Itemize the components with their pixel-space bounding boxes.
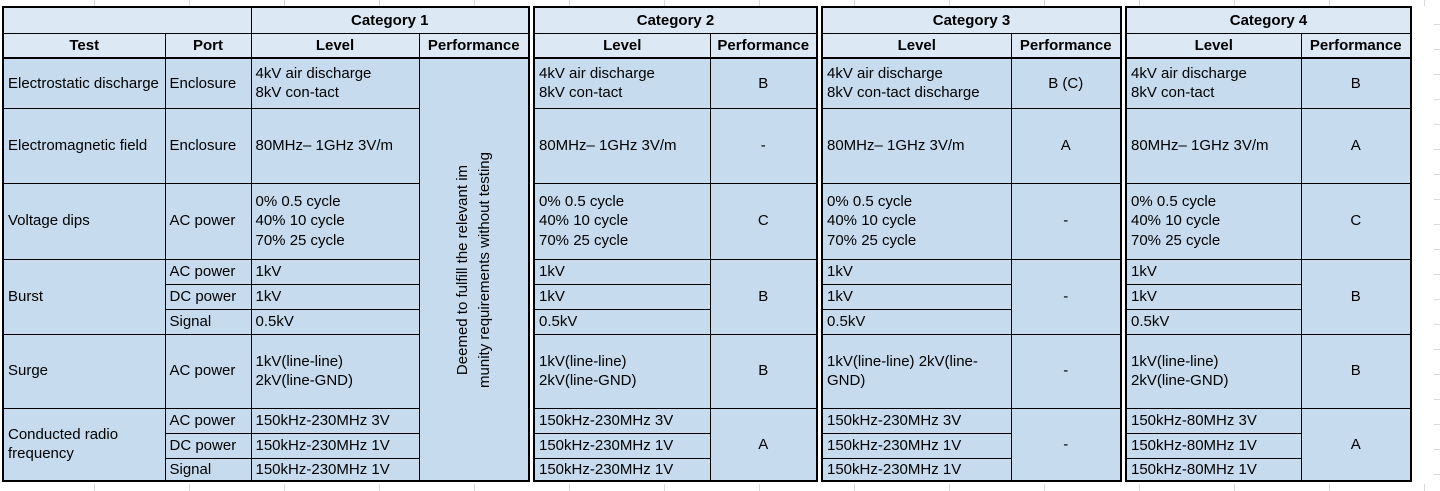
table-block-test-port-category1: Category 1 Test Port Level Performance E… — [2, 6, 530, 482]
category-2-header: Category 2 — [533, 6, 818, 34]
cell-burst-perf-cat2: B — [709, 258, 818, 335]
cell-crf-ac-level-cat3: 150kHz-230MHz 3V — [821, 407, 1012, 434]
cell-burst-dc-level-cat4: 1kV — [1125, 283, 1302, 310]
cell-surge-level-cat2: 1kV(line-line) 2kV(line-GND) — [533, 333, 711, 409]
category-4-header: Category 4 — [1125, 6, 1412, 34]
cell-esd-perf-cat4: B — [1300, 57, 1412, 109]
cell-burst-dc-level-cat2: 1kV — [533, 283, 711, 310]
cell-crf-ac-level-cat2: 150kHz-230MHz 3V — [533, 407, 711, 434]
cell-emf-level-cat1: 80MHz– 1GHz 3V/m — [250, 107, 420, 184]
spreadsheet-gridlines-right — [1434, 0, 1440, 491]
cell-esd-perf-cat2: B — [709, 57, 818, 109]
cell-emf-level-cat3: 80MHz– 1GHz 3V/m — [821, 107, 1012, 184]
table-block-category4: Category 4 Level Performance 4kV air dis… — [1125, 6, 1412, 482]
cell-esd-test: Electrostatic discharge — [2, 57, 166, 109]
cell-burst-ac-level-cat4: 1kV — [1125, 258, 1302, 285]
emc-immunity-table: Category 1 Test Port Level Performance E… — [2, 6, 1412, 482]
cell-dips-perf-cat4: C — [1300, 182, 1412, 260]
cell-crf-port-ac: AC power — [164, 407, 252, 434]
cell-crf-port-dc: DC power — [164, 432, 252, 459]
cell-burst-ac-level-cat2: 1kV — [533, 258, 711, 285]
cell-dips-level-cat2: 0% 0.5 cycle 40% 10 cycle 70% 25 cycle — [533, 182, 711, 260]
cell-burst-signal-level-cat2: 0.5kV — [533, 308, 711, 335]
cat1-level-header: Level — [250, 32, 420, 59]
cell-dips-perf-cat3: - — [1010, 182, 1122, 260]
cell-crf-dc-level-cat2: 150kHz-230MHz 1V — [533, 432, 711, 459]
cell-esd-level-cat1: 4kV air discharge 8kV con-tact — [250, 57, 420, 109]
spreadsheet-gridlines-bottom — [0, 484, 1440, 491]
cell-surge-port: AC power — [164, 333, 252, 409]
cell-emf-perf-cat3: A — [1010, 107, 1122, 184]
cell-esd-level-cat2: 4kV air discharge 8kV con-tact — [533, 57, 711, 109]
cell-dips-level-cat3: 0% 0.5 cycle 40% 10 cycle 70% 25 cycle — [821, 182, 1012, 260]
cell-dips-port: AC power — [164, 182, 252, 260]
cell-esd-level-cat3: 4kV air discharge 8kV con-tact discharge — [821, 57, 1012, 109]
cell-crf-test: Conducted radio frequency — [2, 407, 166, 482]
cell-burst-port-signal: Signal — [164, 308, 252, 335]
cat1-performance-note-cell: Deemed to fulfill the relevant im munity… — [418, 57, 530, 482]
cell-esd-port: Enclosure — [164, 57, 252, 109]
cell-burst-signal-level-cat3: 0.5kV — [821, 308, 1012, 335]
test-column-header: Test — [2, 32, 166, 59]
cell-emf-level-cat2: 80MHz– 1GHz 3V/m — [533, 107, 711, 184]
cell-esd-level-cat4: 4kV air discharge 8kV con-tact — [1125, 57, 1302, 109]
cell-surge-level-cat3: 1kV(line-line) 2kV(line-GND) — [821, 333, 1012, 409]
cell-crf-dc-level-cat4: 150kHz-80MHz 1V — [1125, 432, 1302, 459]
table-block-category2: Category 2 Level Performance 4kV air dis… — [533, 6, 818, 482]
cat1-performance-header: Performance — [418, 32, 530, 59]
corner-cell — [2, 6, 252, 34]
cell-surge-perf-cat2: B — [709, 333, 818, 409]
cell-crf-signal-level-cat4: 150kHz-80MHz 1V — [1125, 457, 1302, 482]
cell-esd-perf-cat3: B (C) — [1010, 57, 1122, 109]
cell-burst-port-dc: DC power — [164, 283, 252, 310]
cat4-level-header: Level — [1125, 32, 1302, 59]
cell-burst-ac-level-cat1: 1kV — [250, 258, 420, 285]
cell-burst-test: Burst — [2, 258, 166, 335]
cell-burst-perf-cat3: - — [1010, 258, 1122, 335]
cell-surge-test: Surge — [2, 333, 166, 409]
cell-crf-perf-cat4: A — [1300, 407, 1412, 482]
cell-dips-level-cat4: 0% 0.5 cycle 40% 10 cycle 70% 25 cycle — [1125, 182, 1302, 260]
cell-crf-signal-level-cat3: 150kHz-230MHz 1V — [821, 457, 1012, 482]
cell-burst-signal-level-cat4: 0.5kV — [1125, 308, 1302, 335]
cell-emf-level-cat4: 80MHz– 1GHz 3V/m — [1125, 107, 1302, 184]
category-3-header: Category 3 — [821, 6, 1122, 34]
cat4-performance-header: Performance — [1300, 32, 1412, 59]
cell-crf-perf-cat2: A — [709, 407, 818, 482]
cell-burst-dc-level-cat3: 1kV — [821, 283, 1012, 310]
cell-crf-ac-level-cat4: 150kHz-80MHz 3V — [1125, 407, 1302, 434]
cell-surge-level-cat1: 1kV(line-line) 2kV(line-GND) — [250, 333, 420, 409]
cat2-level-header: Level — [533, 32, 711, 59]
cell-crf-dc-level-cat1: 150kHz-230MHz 1V — [250, 432, 420, 459]
cell-surge-perf-cat4: B — [1300, 333, 1412, 409]
cell-burst-ac-level-cat3: 1kV — [821, 258, 1012, 285]
cell-dips-test: Voltage dips — [2, 182, 166, 260]
cell-crf-signal-level-cat1: 150kHz-230MHz 1V — [250, 457, 420, 482]
cell-crf-perf-cat3: - — [1010, 407, 1122, 482]
table-block-category3: Category 3 Level Performance 4kV air dis… — [821, 6, 1122, 482]
cell-surge-level-cat4: 1kV(line-line) 2kV(line-GND) — [1125, 333, 1302, 409]
cell-dips-level-cat1: 0% 0.5 cycle 40% 10 cycle 70% 25 cycle — [250, 182, 420, 260]
cell-burst-port-ac: AC power — [164, 258, 252, 285]
cell-burst-dc-level-cat1: 1kV — [250, 283, 420, 310]
category-1-header: Category 1 — [250, 6, 530, 34]
port-column-header: Port — [164, 32, 252, 59]
cat3-performance-header: Performance — [1010, 32, 1122, 59]
cell-crf-port-signal: Signal — [164, 457, 252, 482]
cell-surge-perf-cat3: - — [1010, 333, 1122, 409]
cell-emf-test: Electromagnetic field — [2, 107, 166, 184]
cell-crf-dc-level-cat3: 150kHz-230MHz 1V — [821, 432, 1012, 459]
cell-burst-perf-cat4: B — [1300, 258, 1412, 335]
cell-crf-ac-level-cat1: 150kHz-230MHz 3V — [250, 407, 420, 434]
cell-emf-perf-cat2: - — [709, 107, 818, 184]
cat3-level-header: Level — [821, 32, 1012, 59]
cat2-performance-header: Performance — [709, 32, 818, 59]
cell-crf-signal-level-cat2: 150kHz-230MHz 1V — [533, 457, 711, 482]
cell-dips-perf-cat2: C — [709, 182, 818, 260]
cat1-performance-note: Deemed to fulfill the relevant im munity… — [453, 151, 493, 388]
cell-emf-perf-cat4: A — [1300, 107, 1412, 184]
cell-burst-signal-level-cat1: 0.5kV — [250, 308, 420, 335]
cell-emf-port: Enclosure — [164, 107, 252, 184]
